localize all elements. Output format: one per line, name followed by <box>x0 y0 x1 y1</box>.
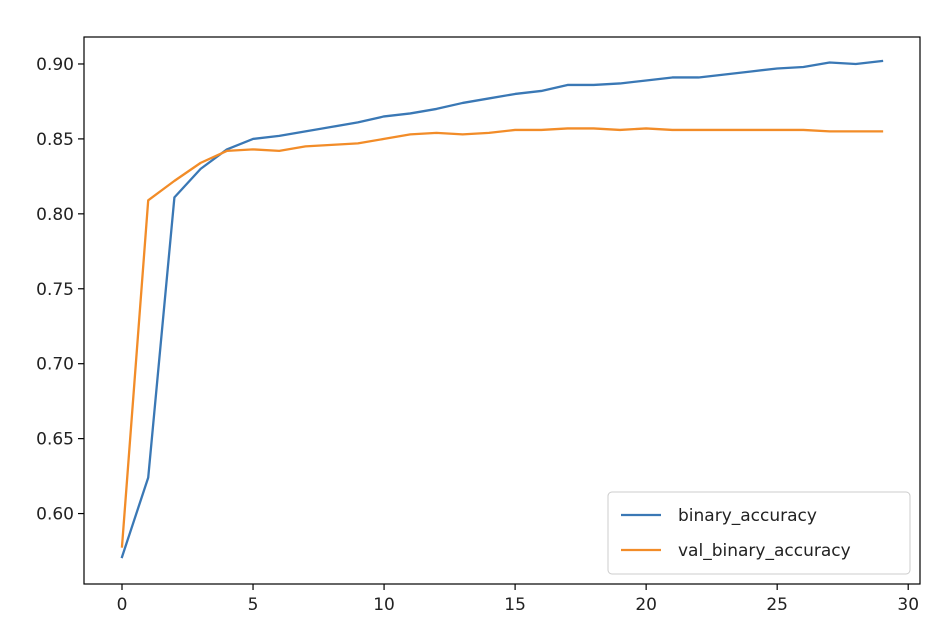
x-tick-label: 0 <box>117 595 128 615</box>
legend: binary_accuracy val_binary_accuracy <box>607 491 911 575</box>
y-tick-label: 0.75 <box>36 280 74 300</box>
y-axis: 0.60 0.65 0.70 0.75 0.80 0.85 0.90 <box>36 55 84 525</box>
y-tick-label: 0.65 <box>36 430 74 450</box>
x-tick-label: 10 <box>373 595 395 615</box>
series-line-binary-accuracy <box>120 59 884 559</box>
legend-box <box>607 491 911 575</box>
x-tick-label: 20 <box>635 595 657 615</box>
x-tick-label: 5 <box>248 595 259 615</box>
x-tick-label: 25 <box>766 595 788 615</box>
y-tick-label: 0.85 <box>36 130 74 150</box>
legend-label: binary_accuracy <box>678 506 817 526</box>
legend-label: val_binary_accuracy <box>678 541 851 561</box>
x-tick-label: 15 <box>504 595 526 615</box>
series-line-val-binary-accuracy <box>120 127 884 548</box>
x-tick-label: 30 <box>897 595 919 615</box>
y-tick-label: 0.80 <box>36 205 74 225</box>
y-tick-label: 0.60 <box>36 505 74 525</box>
plot-area-frame <box>83 36 921 585</box>
y-tick-label: 0.90 <box>36 55 74 75</box>
x-axis: 0 5 10 15 20 25 30 <box>117 584 919 615</box>
series-layer <box>120 59 884 559</box>
y-tick-label: 0.70 <box>36 355 74 375</box>
